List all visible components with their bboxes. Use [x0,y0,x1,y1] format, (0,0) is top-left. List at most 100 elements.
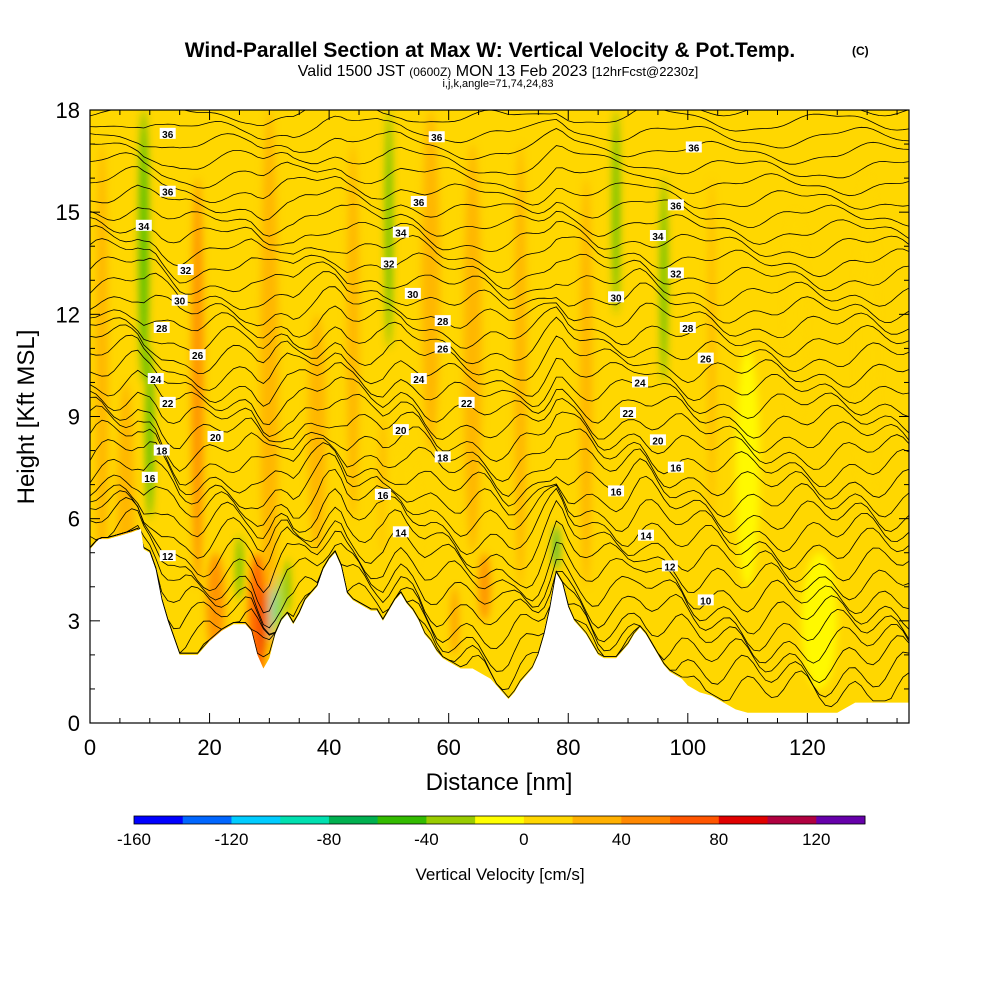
contour-label-bg [392,226,409,238]
colorbar-tick-label: -120 [214,830,248,849]
contour-label-text: 16 [144,474,156,485]
contour-label-text: 18 [437,453,449,464]
isentrope-21 [90,316,909,373]
isentrope-17 [90,369,909,439]
contour-label-25: 22 [458,396,475,410]
colorbar-tick-label: -80 [317,830,342,849]
y-tick-label: 18 [56,98,80,123]
contour-label-bg [410,373,427,385]
contour-label-bg [649,230,666,242]
contour-label-19: 26 [434,342,451,355]
contour-label-bg [392,424,409,436]
velocity-streak-19 [735,348,760,587]
contour-label-bg [153,444,170,456]
velocity-streak-8 [708,178,715,519]
isentrope-33 [90,142,909,179]
contour-label-text: 30 [407,290,419,301]
colorbar-tick-label: 40 [612,830,631,849]
contour-label-bg [608,485,625,497]
velocity-streak-17 [786,212,805,417]
colorbar-swatch [426,816,476,824]
contour-label-31: 18 [434,451,451,464]
y-tick-label: 6 [68,507,80,532]
isentrope-10 [90,468,909,553]
contour-label-text: 26 [192,351,204,362]
contour-label-bg [147,373,164,385]
contour-label-text: 36 [688,143,700,154]
contour-label-text: 20 [652,436,664,447]
contour-label-text: 36 [431,133,443,144]
isentrope-27 [90,225,909,278]
contour-label-bg [661,560,678,572]
plot-area: 36 36 36 36 36 36 34 34 34 32 32 32 30 30 30 28 28 28 26 26… [90,110,909,723]
contour-label-text: 24 [150,375,162,386]
contour-label-bg [679,321,696,333]
contour-label-text: 12 [162,552,174,563]
contour-label-13: 30 [404,287,421,301]
contour-label-4: 36 [410,195,427,209]
contour-label-text: 28 [156,324,168,335]
contour-label-bg [697,594,714,606]
contour-label-text: 18 [156,447,168,458]
contour-label-text: 20 [395,426,407,437]
contour-label-text: 32 [383,259,395,270]
contour-label-text: 16 [611,487,623,498]
contour-label-8: 34 [649,230,666,243]
contour-label-bg [159,550,176,562]
contour-label-bg [171,294,188,306]
contour-label-37: 14 [637,529,654,543]
colorbar-frame [133,815,866,825]
velocity-streak-6 [514,144,527,587]
contour-label-bg [159,127,176,139]
contour-label-text: 20 [210,433,222,444]
velocity-streak-15 [206,552,225,655]
contour-label-bg [667,199,684,211]
colorbar-swatch [718,816,769,824]
isentrope-22 [90,305,909,358]
isentrope-34 [90,128,909,165]
contour-label-text: 16 [670,464,682,475]
contour-label-bg [667,267,684,279]
colorbar-swatch [767,816,817,824]
contour-label-text: 16 [377,491,389,502]
colorbar-swatch [280,816,330,824]
x-tick-label: 40 [317,735,341,760]
contour-label-bg [189,349,206,361]
chart-title: Wind-Parallel Section at Max W: Vertical… [185,39,796,62]
contour-label-28: 20 [392,424,409,437]
isentrope-6 [90,508,909,615]
contour-label-36: 14 [392,526,409,539]
x-axis-label: Distance [nm] [426,769,573,796]
contour-label-9: 32 [177,264,194,277]
x-axis: 0 20 40 60 80 100 120 [84,110,898,760]
contour-label-text: 32 [180,266,192,277]
isentrope-31 [90,166,909,210]
contour-label-bg [697,352,714,364]
contour-label-text: 22 [162,399,174,410]
contour-label-text: 34 [138,222,150,233]
y-tick-label: 15 [56,200,80,225]
contour-label-bg [135,219,152,231]
contour-label-21: 24 [147,373,164,386]
velocity-streak-18 [858,178,877,519]
isentrope-20 [90,324,909,388]
x-tick-label: 60 [436,735,460,760]
contour-label-text: 24 [413,375,425,386]
colorbar-swatch [523,816,574,824]
subtitle-utc: (0600Z) [409,65,451,79]
x-tick-label: 80 [556,735,580,760]
colorbar-tick-label: -40 [414,830,439,849]
subtitle-valid: Valid 1500 JST [298,63,406,80]
colorbar-label: Vertical Velocity [cm/s] [415,865,584,884]
contour-label-text: 36 [670,201,682,212]
isentrope-16 [90,390,909,454]
velocity-streak-7 [580,178,593,587]
colorbar-swatch [572,816,622,824]
contour-label-bg [608,291,625,303]
contour-label-text: 12 [664,562,676,573]
contour-label-38: 12 [159,550,176,563]
contour-label-2: 36 [685,141,702,154]
x-tick-label: 20 [197,735,221,760]
subtitle-forecast: [12hrFcst@2230z] [592,64,698,79]
